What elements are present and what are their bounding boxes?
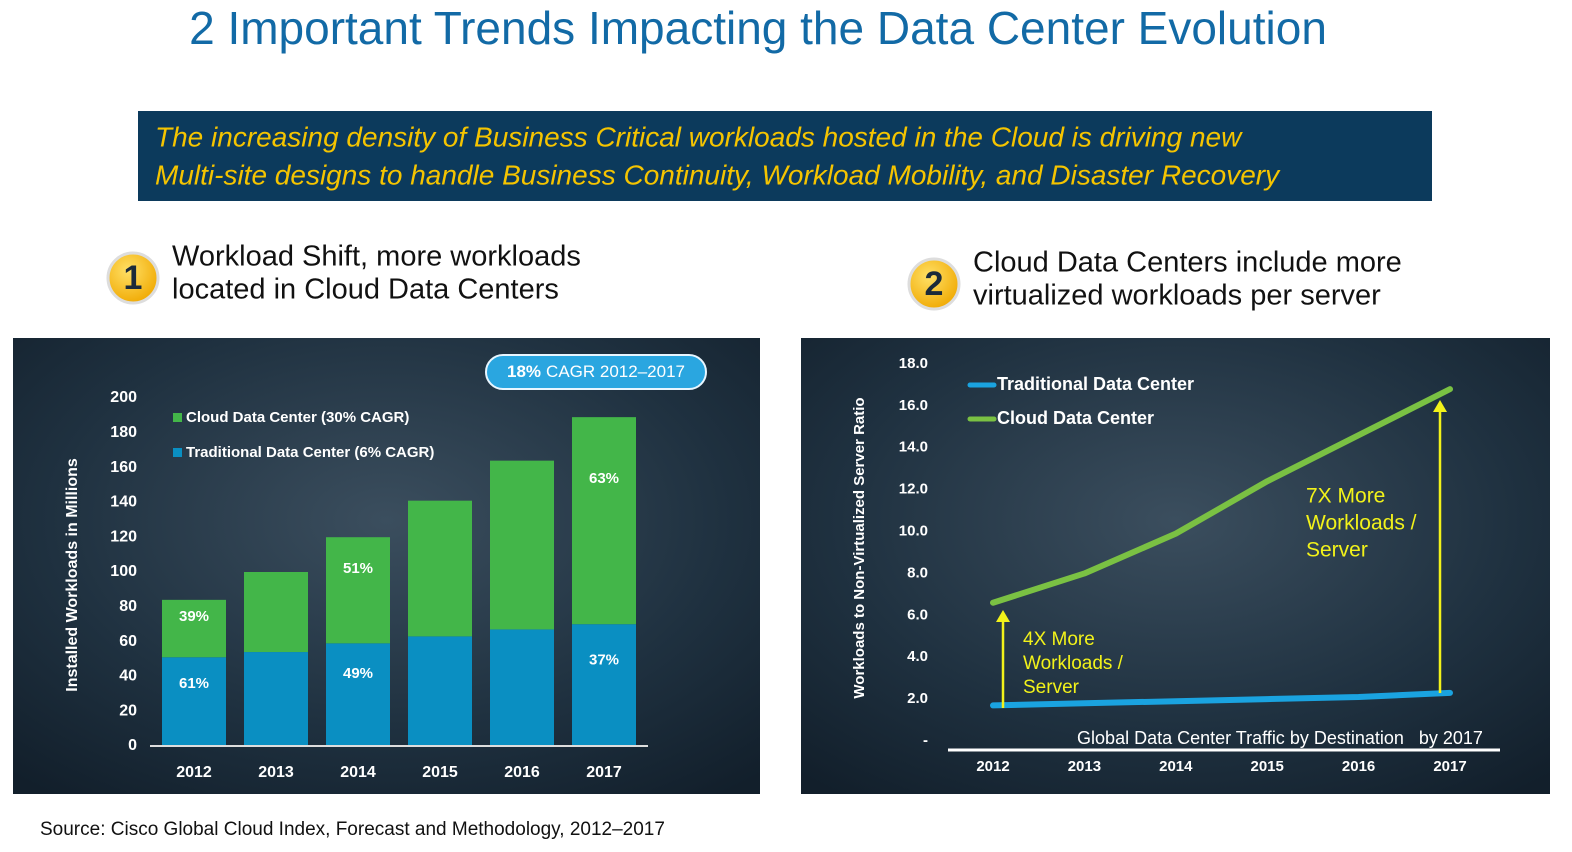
x-tick-label: 2017 (1433, 758, 1466, 775)
legend-label: Traditional Data Center (6% CAGR) (186, 444, 434, 461)
y-tick-label: 12.0 (899, 481, 928, 498)
share-label: 49% (343, 665, 373, 682)
annotation: 7X More (1306, 485, 1385, 508)
y-tick-label: 10.0 (899, 523, 928, 540)
x-tick-label: 2013 (258, 764, 294, 781)
trend-heading: located in Cloud Data Centers (172, 274, 559, 306)
x-tick-label: 2015 (1251, 758, 1284, 775)
annotation-part: 18% (507, 362, 541, 381)
x-tick-label: 2012 (176, 764, 212, 781)
x-tick-label: 2016 (504, 764, 540, 781)
bar-segment (490, 460, 554, 630)
x-tick-label: 2014 (340, 764, 376, 781)
legend-swatch (173, 448, 182, 457)
y-tick-label: 40 (119, 668, 137, 685)
bar-segment (162, 599, 226, 658)
y-tick-label: 140 (110, 494, 137, 511)
source-note: Source: Cisco Global Cloud Index, Foreca… (40, 819, 665, 840)
y-tick-label: 0 (128, 737, 137, 754)
bar-segment (572, 417, 636, 625)
trend-heading: Workload Shift, more workloads (172, 241, 581, 273)
share-label: 63% (589, 470, 619, 487)
bar-segment (326, 537, 390, 644)
y-tick-label: 4.0 (907, 648, 928, 665)
x-tick-label: 2013 (1068, 758, 1101, 775)
y-tick-label: 16.0 (899, 397, 928, 414)
y-tick-label: 200 (110, 389, 137, 406)
y-tick-label: 180 (110, 424, 137, 441)
arrowhead (996, 610, 1010, 622)
x-tick-label: 2015 (422, 764, 458, 781)
y-axis-label: Installed Workloads in Millions (64, 458, 81, 692)
bar-segment (572, 624, 636, 746)
chart-panel (801, 338, 1550, 794)
y-tick-label: 20 (119, 702, 137, 719)
bar-segment (326, 643, 390, 746)
annotation: Server (1023, 677, 1080, 698)
badge (907, 257, 961, 311)
share-label: 37% (589, 652, 619, 669)
trend-heading: Cloud Data Centers include more (973, 247, 1402, 279)
bar-segment (408, 636, 472, 746)
y-tick-label: - (923, 732, 928, 749)
y-tick-label: 2.0 (907, 690, 928, 707)
annotation: Workloads / (1306, 512, 1417, 535)
bar-segment (162, 657, 226, 746)
y-tick-label: 8.0 (907, 564, 928, 581)
legend-label: Traditional Data Center (997, 374, 1194, 394)
y-tick-label: 100 (110, 563, 137, 580)
badge (106, 251, 160, 305)
legend-label: Cloud Data Center (30% CAGR) (186, 409, 409, 426)
y-tick-label: 120 (110, 528, 137, 545)
banner-line: The increasing density of Business Criti… (155, 121, 1243, 152)
bar-segment (490, 629, 554, 746)
x-tick-label: 2014 (1159, 758, 1193, 775)
annotation: Server (1306, 539, 1368, 562)
x-tick-label: 2017 (586, 764, 622, 781)
x-tick-label: 2016 (1342, 758, 1375, 775)
series-line (990, 386, 1453, 606)
share-label: 51% (343, 560, 373, 577)
y-tick-label: 160 (110, 459, 137, 476)
bar-segment (244, 572, 308, 653)
slide-title: 2 Important Trends Impacting the Data Ce… (189, 2, 1327, 54)
banner-line: Multi-site designs to handle Business Co… (155, 159, 1281, 190)
badge-number: 1 (124, 259, 143, 297)
annotation: 18% CAGR 2012–2017 (507, 362, 685, 381)
banner (138, 111, 1432, 201)
bar-segment (244, 652, 308, 746)
annotation: Workloads / (1023, 653, 1124, 674)
y-tick-label: 14.0 (899, 439, 928, 456)
share-label: 61% (179, 675, 209, 692)
arrowhead (1433, 400, 1447, 412)
annotation-pill (485, 354, 707, 390)
y-axis-label: Workloads to Non-Virtualized Server Rati… (851, 397, 868, 698)
bar-segment (408, 500, 472, 637)
badge-number: 2 (925, 265, 944, 303)
arrows (996, 400, 1447, 708)
y-tick-label: 80 (119, 598, 137, 615)
annotation-part: CAGR 2012–2017 (546, 362, 685, 381)
x-axis-label: Global Data Center Traffic by Destinatio… (1077, 728, 1483, 748)
x-tick-label: 2012 (976, 758, 1009, 775)
share-label: 39% (179, 608, 209, 625)
annotation: 4X More (1023, 629, 1095, 650)
legend-label: Cloud Data Center (997, 408, 1154, 428)
y-tick-label: 60 (119, 633, 137, 650)
series-line (990, 689, 1453, 709)
y-tick-label: 6.0 (907, 606, 928, 623)
legend-swatch (173, 413, 182, 422)
y-tick-label: 18.0 (899, 355, 928, 372)
trend-heading: virtualized workloads per server (973, 280, 1381, 312)
